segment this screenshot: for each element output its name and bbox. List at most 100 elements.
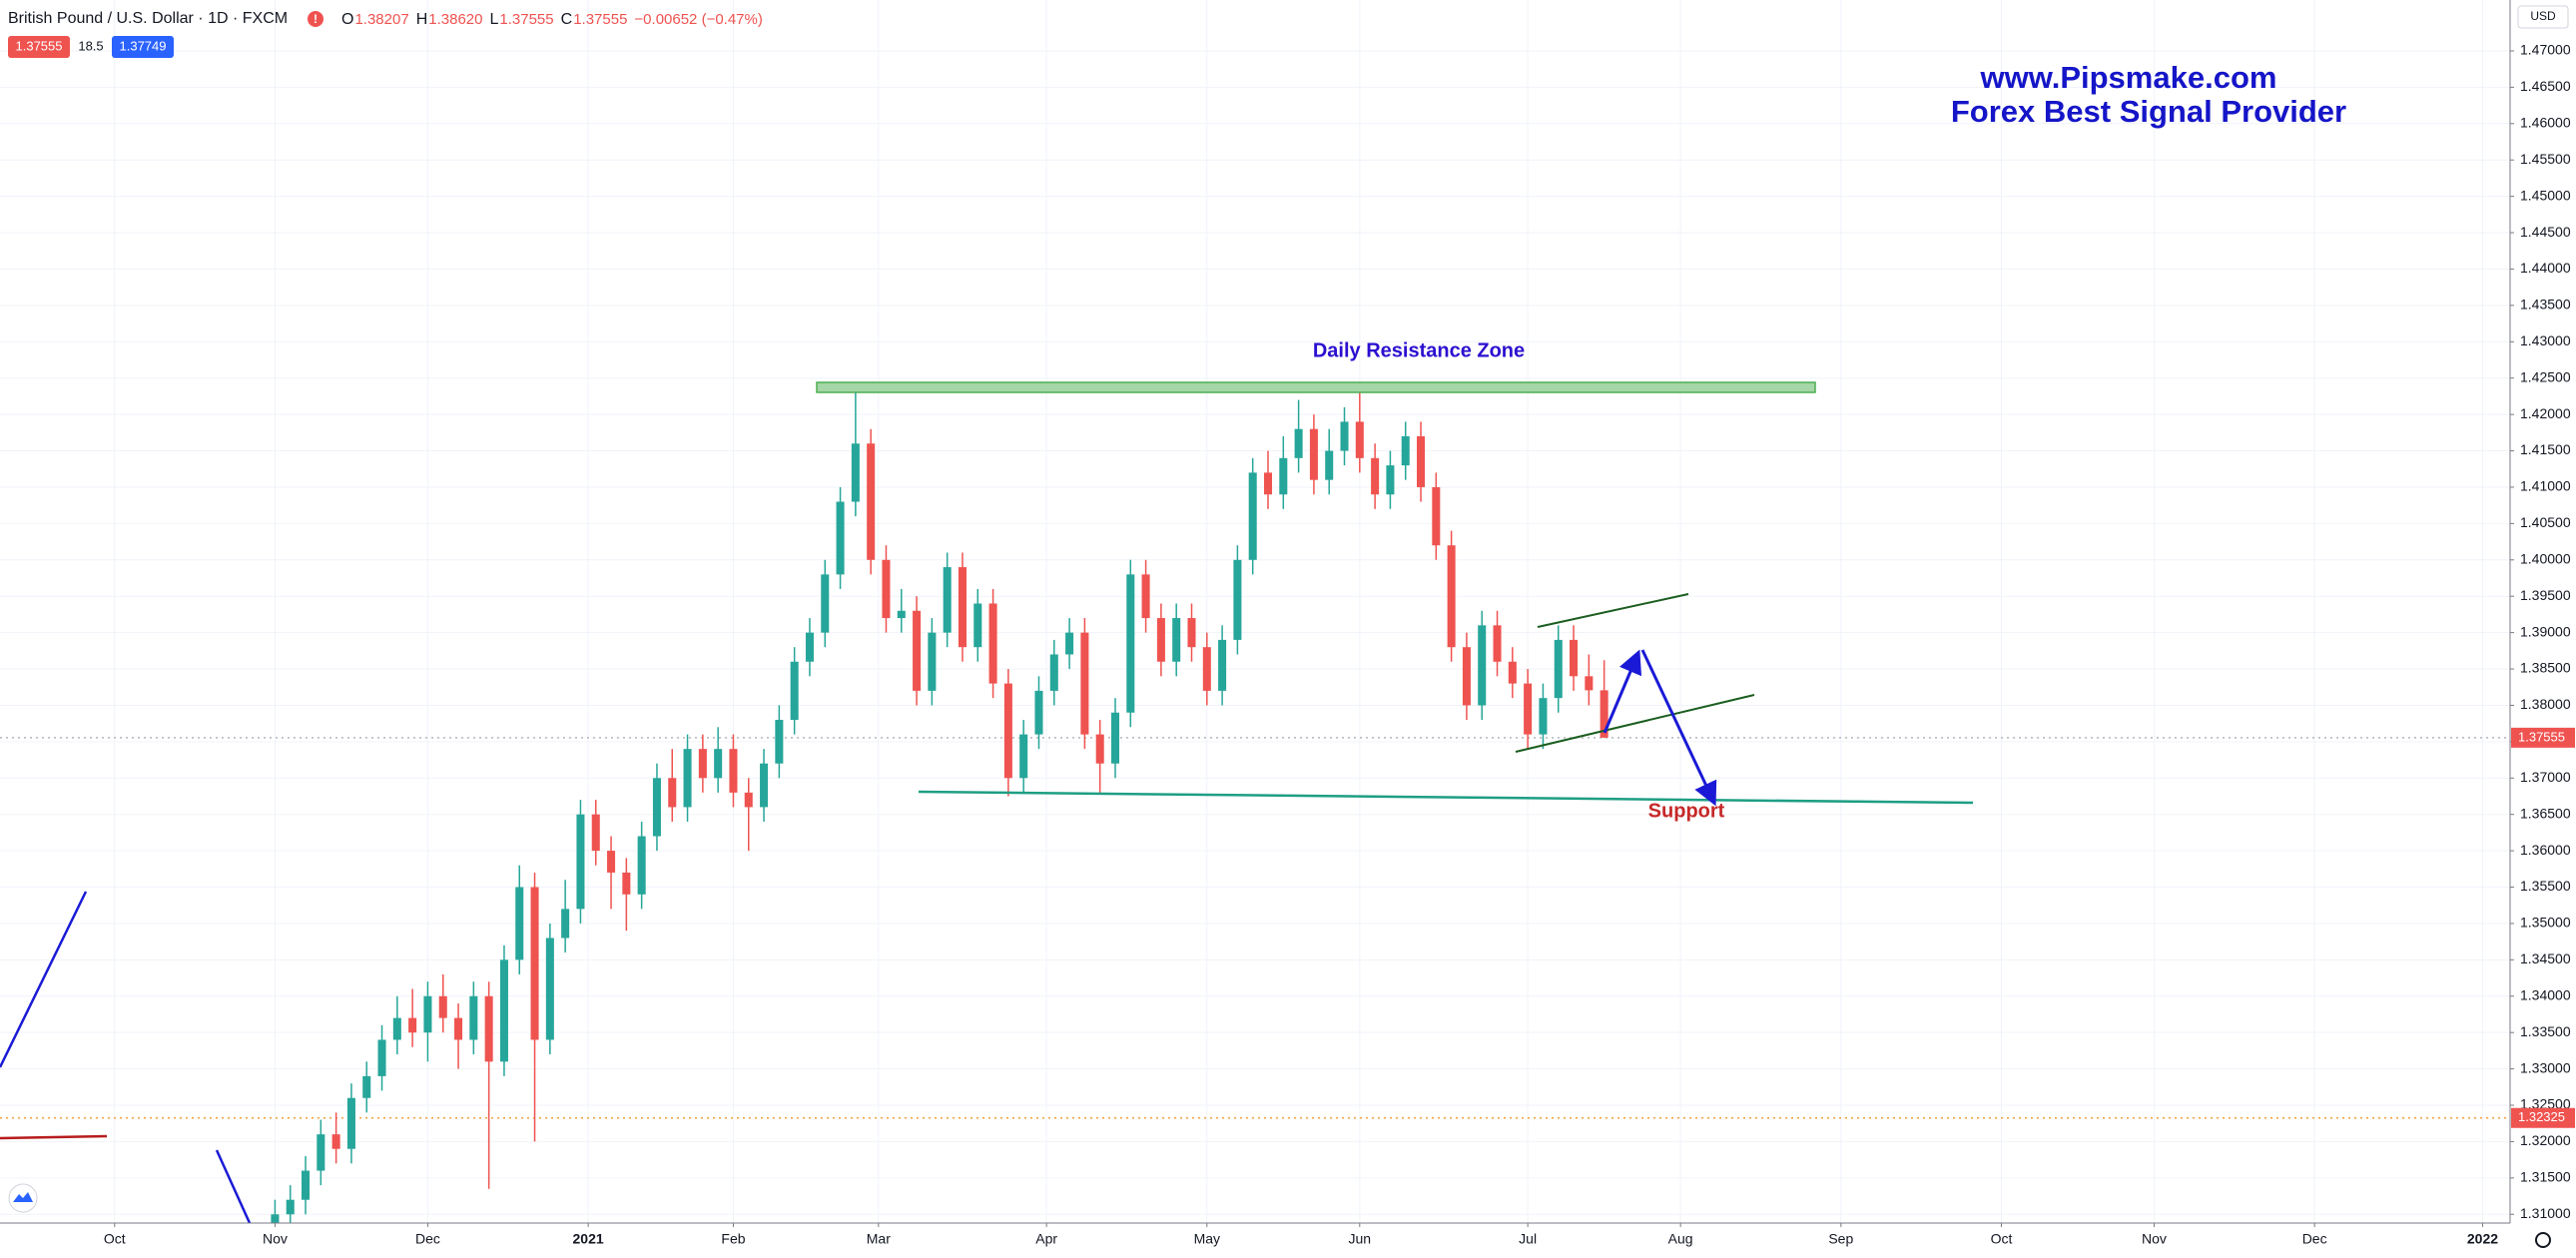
trend-line[interactable] (215, 1149, 252, 1224)
candle-body (1508, 661, 1517, 684)
logo-icon (13, 1192, 33, 1202)
x-tick-label: Jun (1349, 1231, 1372, 1247)
x-tick-label: 2022 (2467, 1231, 2498, 1247)
y-tick-label: 1.35500 (2520, 878, 2571, 894)
candle-body (1539, 698, 1548, 735)
arrow-up[interactable] (1603, 649, 1642, 734)
candle-body (988, 603, 997, 684)
y-tick-label: 1.40500 (2520, 514, 2571, 530)
support-line[interactable] (918, 790, 1974, 805)
candle-body (1417, 435, 1426, 487)
candle-body (775, 720, 784, 764)
candle-body (1141, 574, 1150, 619)
bid-badge[interactable] (8, 36, 70, 58)
time-axis[interactable] (0, 1223, 2510, 1258)
ohlc-value: 1.38620 (428, 11, 482, 28)
y-tick-label: 1.39500 (2520, 587, 2571, 603)
y-tick-label: 1.31000 (2520, 1205, 2571, 1221)
candle-body (454, 1017, 463, 1040)
header: British Pound / U.S. Dollar · 1D · FXCM … (8, 5, 2569, 1248)
y-tick-label: 1.33000 (2520, 1059, 2571, 1075)
candle-body (867, 443, 876, 560)
price-axis[interactable] (2510, 0, 2576, 1258)
channel-lower[interactable] (1515, 694, 1755, 753)
currency-button[interactable] (2517, 5, 2569, 29)
candle-body (1585, 676, 1594, 691)
change-value: −0.00652 (−0.47%) (634, 11, 762, 28)
y-tick-label: 1.41500 (2520, 441, 2571, 457)
candle-body (1340, 421, 1349, 451)
y-tick-label: 1.31500 (2520, 1169, 2571, 1185)
x-tick-label: Dec (2302, 1231, 2327, 1247)
trend-line[interactable] (0, 891, 88, 1068)
x-tick-label: Aug (1668, 1231, 1693, 1247)
spread: 18.5 (78, 38, 103, 53)
candle-body (362, 1075, 371, 1098)
candle-body (744, 792, 753, 808)
x-tick-label: Nov (263, 1231, 288, 1247)
candle-body (1156, 618, 1165, 662)
settings-button[interactable] (2535, 1232, 2551, 1248)
y-tick-label: 1.35000 (2520, 915, 2571, 931)
y-tick-label: 1.38000 (2520, 696, 2571, 712)
ohlc-name: L (489, 11, 498, 28)
x-tick-label: Apr (1035, 1231, 1057, 1247)
candle-body (637, 836, 646, 895)
support-label: Support (1648, 800, 1725, 822)
y-tick-label: 1.33500 (2520, 1023, 2571, 1039)
y-tick-label: 1.32500 (2520, 1096, 2571, 1112)
candle-body (515, 887, 524, 960)
symbol-title[interactable]: British Pound / U.S. Dollar · 1D · FXCM (8, 10, 288, 27)
arrow-down[interactable] (1640, 649, 1717, 807)
candle-body (698, 749, 707, 779)
horizontal-line[interactable] (0, 1134, 108, 1140)
candle-body (561, 909, 570, 939)
ask-price: 1.37749 (120, 38, 167, 53)
bid-price: 1.37555 (16, 38, 63, 53)
resistance-zone[interactable] (816, 381, 1816, 393)
y-tick-label: 1.44500 (2520, 224, 2571, 240)
x-tick-label: May (1194, 1231, 1220, 1247)
x-tick-label: Dec (415, 1231, 440, 1247)
alert-icon-mark: ! (314, 12, 318, 26)
x-tick-label: Feb (721, 1231, 745, 1247)
y-tick-label: 1.36000 (2520, 842, 2571, 858)
candle-body (302, 1170, 311, 1200)
y-tick-label: 1.34500 (2520, 950, 2571, 966)
candle-body (652, 778, 661, 837)
candle-body (1371, 457, 1380, 495)
x-tick-label: 2021 (573, 1231, 604, 1247)
candle-body (1401, 435, 1410, 466)
x-tick-label: Jul (1519, 1231, 1537, 1247)
candle-body (438, 995, 447, 1018)
ohlc-legend: O 1.38207 H 1.38620 L 1.37555 C 1.37555 −0.00652… (341, 11, 763, 28)
y-tick-label: 1.42000 (2520, 405, 2571, 421)
drawings: Daily Resistance Zone Support www.Pipsma… (0, 60, 2346, 1224)
y-tick-label: 1.46000 (2520, 115, 2571, 131)
candle-body (790, 661, 799, 721)
alert-icon[interactable] (308, 11, 323, 27)
ask-badge[interactable] (112, 36, 174, 58)
channel-upper[interactable] (1537, 593, 1689, 628)
candle-body (1386, 465, 1395, 495)
y-tick-label: 1.37000 (2520, 769, 2571, 785)
candle-body (1554, 639, 1563, 699)
candle-body (469, 995, 478, 1040)
candle-body (1325, 450, 1334, 480)
candle-body (913, 610, 922, 691)
candle-body (1126, 574, 1135, 713)
candle-body (408, 1017, 417, 1033)
candle-body (805, 632, 814, 662)
candle-body (1279, 457, 1288, 495)
candle-body (576, 814, 585, 910)
tagline-text: Forex Best Signal Provider (1951, 94, 2346, 129)
x-tick-label: Oct (1991, 1231, 2013, 1247)
candle-body (973, 603, 982, 648)
candle-body (1080, 632, 1089, 735)
candle-body (271, 1214, 280, 1223)
candle-body (668, 778, 677, 808)
candle-body (1095, 734, 1104, 764)
candle-body (760, 763, 769, 808)
candle-body (484, 995, 493, 1062)
